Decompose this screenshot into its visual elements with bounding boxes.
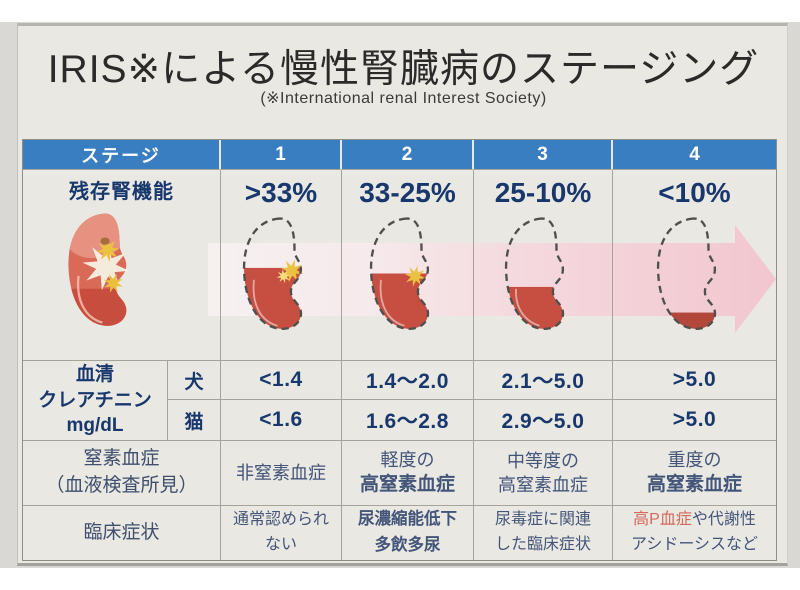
stage-3-kidney-icon bbox=[504, 217, 565, 331]
page-title: IRIS※による慢性腎臓病のステージング bbox=[47, 48, 760, 91]
clinical-label-cell: 臨床症状 bbox=[23, 506, 221, 560]
clinical-stage-4-line1-rest: や代謝性 bbox=[691, 511, 756, 529]
stage-4-kidney-icon bbox=[656, 217, 716, 331]
stage-3-function-value: 25-10% bbox=[494, 177, 592, 208]
clinical-stage-3-line1: 尿毒症に関連 bbox=[494, 511, 591, 529]
header-stage-2: 2 bbox=[342, 140, 474, 170]
clinical-stage-3-cell: 尿毒症に関連 した臨床症状 bbox=[474, 506, 613, 560]
page-subtitle: (※International renal Interest Society) bbox=[260, 90, 547, 107]
azotemia-stage-2-line1: 軽度の bbox=[380, 450, 435, 471]
stage-4-function-value: <10% bbox=[658, 177, 731, 208]
stage-4-function-cell: <10% bbox=[613, 170, 776, 361]
clinical-stage-4-line2: アシドーシスなど bbox=[630, 536, 759, 553]
clinical-stage-2-line2: 多飲多尿 bbox=[374, 536, 441, 554]
species-cat-cell: 猫 bbox=[168, 400, 221, 441]
header-stage-1: 1 bbox=[221, 140, 342, 170]
creatinine-label-line1: 血清 bbox=[75, 364, 114, 386]
azotemia-stage-4-line2: 高窒素血症 bbox=[646, 474, 742, 496]
cat-stage-1-value: <1.6 bbox=[221, 400, 342, 441]
header-stage-3: 3 bbox=[474, 140, 613, 170]
stage-2-function-cell: 33-25% bbox=[342, 170, 474, 361]
cat-stage-2-value: 1.6〜2.8 bbox=[342, 400, 474, 441]
renal-function-label: 残存腎機能 bbox=[69, 181, 174, 203]
clinical-stage-1-line1: 通常認められ bbox=[232, 511, 329, 529]
dog-stage-4-value: >5.0 bbox=[613, 361, 776, 400]
azotemia-stage-2-line2: 高窒素血症 bbox=[359, 474, 455, 496]
document-page: IRIS※による慢性腎臓病のステージング (※International ren… bbox=[17, 23, 788, 566]
creatinine-label-line3: mg/dL bbox=[66, 415, 124, 437]
clinical-stage-4-line1: 高P血症や代謝性 bbox=[633, 508, 756, 533]
azotemia-stage-3-cell: 中等度の 高窒素血症 bbox=[474, 441, 613, 506]
stage-1-function-cell: >33% bbox=[221, 170, 342, 361]
azotemia-label-line2: （血液検査所見） bbox=[45, 475, 198, 496]
species-dog-cell: 犬 bbox=[168, 361, 221, 400]
stage-2-kidney-icon bbox=[369, 217, 429, 331]
cat-stage-3-value: 2.9〜5.0 bbox=[474, 400, 613, 441]
dog-stage-1-value: <1.4 bbox=[221, 361, 342, 400]
stage-1-function-value: >33% bbox=[244, 177, 318, 208]
azotemia-stage-4-line1: 重度の bbox=[667, 450, 722, 471]
azotemia-stage-3-line2: 高窒素血症 bbox=[498, 475, 588, 495]
header-stage-label: ステージ bbox=[23, 140, 221, 170]
creatinine-label-cell: 血清 クレアチニン mg/dL bbox=[23, 361, 168, 441]
clinical-stage-1-cell: 通常認められ ない bbox=[221, 506, 342, 560]
stage-1-kidney-icon bbox=[242, 217, 304, 331]
dog-stage-3-value: 2.1〜5.0 bbox=[474, 361, 613, 400]
clinical-stage-3-line2: した臨床症状 bbox=[494, 536, 591, 553]
header-stage-4: 4 bbox=[613, 140, 776, 170]
dog-stage-2-value: 1.4〜2.0 bbox=[342, 361, 474, 400]
azotemia-stage-2-cell: 軽度の 高窒素血症 bbox=[342, 441, 474, 506]
clinical-stage-1-line2: ない bbox=[264, 536, 297, 553]
cat-stage-4-value: >5.0 bbox=[613, 400, 776, 441]
azotemia-label-cell: 窒素血症 （血液検査所見） bbox=[23, 441, 221, 506]
clinical-stage-4-cell: 高P血症や代謝性 アシドーシスなど bbox=[613, 506, 776, 560]
clinical-stage-2-line1: 尿濃縮能低下 bbox=[358, 510, 457, 529]
healthy-kidney-icon bbox=[67, 213, 129, 326]
clinical-stage-2-cell: 尿濃縮能低下 多飲多尿 bbox=[342, 506, 474, 560]
renal-function-label-cell: 残存腎機能 bbox=[23, 170, 221, 361]
clinical-stage-4-highlight: 高P血症 bbox=[633, 511, 692, 529]
stage-3-function-cell: 25-10% bbox=[474, 170, 613, 361]
staging-table: ステージ 1 2 3 4 残存腎機能 bbox=[22, 139, 777, 561]
azotemia-stage-1-line1: 非窒素血症 bbox=[236, 462, 326, 483]
azotemia-stage-4-cell: 重度の 高窒素血症 bbox=[613, 441, 776, 506]
azotemia-stage-3-line1: 中等度の bbox=[507, 450, 579, 471]
stage-2-function-value: 33-25% bbox=[359, 177, 456, 208]
azotemia-stage-1-cell: 非窒素血症 bbox=[221, 441, 342, 506]
creatinine-label-line2: クレアチニン bbox=[38, 389, 152, 411]
azotemia-label-line1: 窒素血症 bbox=[83, 448, 160, 470]
